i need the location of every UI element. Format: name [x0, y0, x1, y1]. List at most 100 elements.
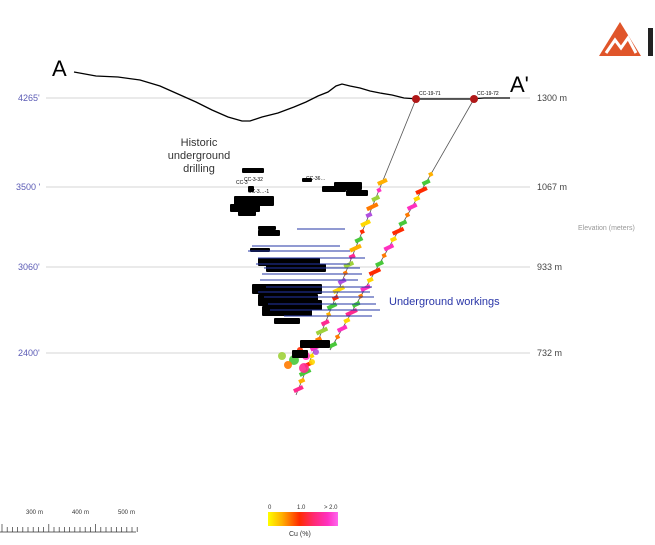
historic-drill-blob — [346, 190, 368, 196]
historic-drill-blob — [242, 168, 264, 173]
assay-marker — [359, 228, 365, 235]
assay-marker — [360, 219, 371, 228]
assay-marker — [331, 294, 339, 301]
section-label-a-prime: A' — [510, 72, 529, 97]
assay-marker — [406, 202, 418, 211]
elevation-label-right: 933 m — [537, 262, 562, 272]
scale-tick-unit: m — [38, 510, 43, 516]
historic-hole-label: CC-3 — [236, 180, 248, 186]
assay-marker — [354, 236, 364, 244]
historic-drill-blob — [274, 318, 300, 324]
drillhole-label-cc-19-71: CC-19-71 — [419, 91, 441, 97]
scale-tick-label: 500 — [118, 510, 129, 516]
topography-profile — [73, 71, 510, 122]
assay-marker — [383, 243, 395, 252]
assay-marker — [299, 363, 309, 373]
assay-marker — [315, 326, 329, 336]
assay-marker — [360, 284, 371, 293]
scale-bar: 300 m 400 m 500 m — [0, 510, 138, 533]
assay-marker — [298, 377, 306, 384]
assay-marker — [309, 353, 315, 359]
historic-drilling-label: underground — [168, 150, 230, 162]
elevation-label-left: 3060' — [18, 262, 40, 272]
underground-workings — [248, 228, 380, 317]
elevation-label-left: 3500 ' — [16, 182, 41, 192]
historic-drill-blob — [258, 226, 276, 230]
assay-marker — [343, 260, 355, 269]
historic-drilling-label: Historic — [181, 137, 218, 149]
drillhole-traces — [295, 95, 478, 396]
assay-marker — [389, 236, 398, 243]
scale-tick-label: 400 — [72, 510, 83, 516]
historic-hole-label: CC-3… — [336, 184, 353, 190]
assay-marker — [421, 178, 431, 186]
assay-marker — [284, 361, 292, 369]
scale-tick-unit: m — [130, 510, 135, 516]
drill-collar-cc-19-72 — [470, 95, 478, 103]
elevation-label-left: 2400' — [18, 348, 40, 358]
assay-marker — [320, 319, 330, 327]
assay-marker — [376, 187, 382, 193]
assay-marker — [334, 334, 341, 340]
legend-mid-label: 1.0 — [297, 505, 306, 511]
axis-title: Elevation (meters) — [578, 225, 635, 232]
assay-marker — [413, 195, 421, 202]
underground-workings-label: Underground workings — [389, 296, 500, 308]
drill-collar-cc-19-71 — [412, 95, 420, 103]
assay-marker — [328, 341, 338, 349]
cu-grade-legend: 0 1.0 > 2.0 Cu (%) — [268, 505, 338, 538]
historic-drill-blob — [302, 178, 312, 182]
assay-marker — [391, 226, 405, 236]
historic-drill-cluster — [230, 168, 368, 358]
historic-drill-blob — [300, 340, 330, 348]
legend-min-label: 0 — [268, 505, 272, 511]
elevation-label-right: 1300 m — [537, 93, 567, 103]
assay-marker — [375, 260, 384, 268]
historic-drill-blob — [292, 350, 308, 358]
historic-drilling-label: drilling — [183, 163, 215, 175]
assay-marker — [358, 293, 364, 299]
assay-marker — [366, 276, 374, 284]
elevation-label-right: 1067 m — [537, 182, 567, 192]
assay-marker — [349, 243, 362, 253]
assay-marker — [398, 219, 408, 227]
elevation-label-left: 4265' — [18, 93, 40, 103]
historic-drill-blob — [234, 196, 274, 206]
assay-marker — [368, 267, 382, 277]
historic-drill-blob — [248, 186, 254, 192]
assay-markers — [278, 171, 434, 394]
assay-marker — [337, 277, 347, 285]
drillhole-label-cc-19-72: CC-19-72 — [477, 91, 499, 97]
assay-marker — [343, 317, 351, 324]
legend-title: Cu (%) — [289, 531, 311, 538]
assay-marker — [309, 359, 315, 365]
company-logo-icon — [599, 22, 653, 56]
scale-tick-label: 300 — [26, 510, 37, 516]
scale-tick-unit: m — [84, 510, 89, 516]
assay-marker — [278, 352, 286, 360]
assay-marker — [371, 194, 381, 202]
assay-marker — [342, 270, 349, 276]
historic-drill-blob — [276, 266, 290, 272]
historic-hole-label: CC-36… — [306, 176, 325, 182]
historic-hole-label: CC-3-32 — [244, 177, 263, 183]
assay-marker — [293, 385, 304, 394]
assay-marker — [428, 171, 434, 177]
historic-drill-blob — [258, 230, 280, 236]
historic-hole-label: CC-3…-1 — [248, 189, 269, 195]
section-label-a: A — [52, 56, 67, 81]
legend-max-label: > 2.0 — [324, 505, 338, 511]
assay-marker — [381, 252, 387, 259]
assay-marker — [336, 324, 348, 333]
assay-marker — [404, 212, 411, 218]
assay-marker — [348, 253, 356, 260]
elevation-label-right: 732 m — [537, 348, 562, 358]
assay-marker — [415, 186, 428, 195]
assay-marker — [365, 211, 373, 219]
legend-color-ramp — [268, 512, 338, 526]
assay-marker — [313, 349, 319, 355]
assay-marker — [366, 202, 379, 212]
historic-drill-blob — [322, 186, 346, 192]
assay-marker — [377, 177, 388, 186]
